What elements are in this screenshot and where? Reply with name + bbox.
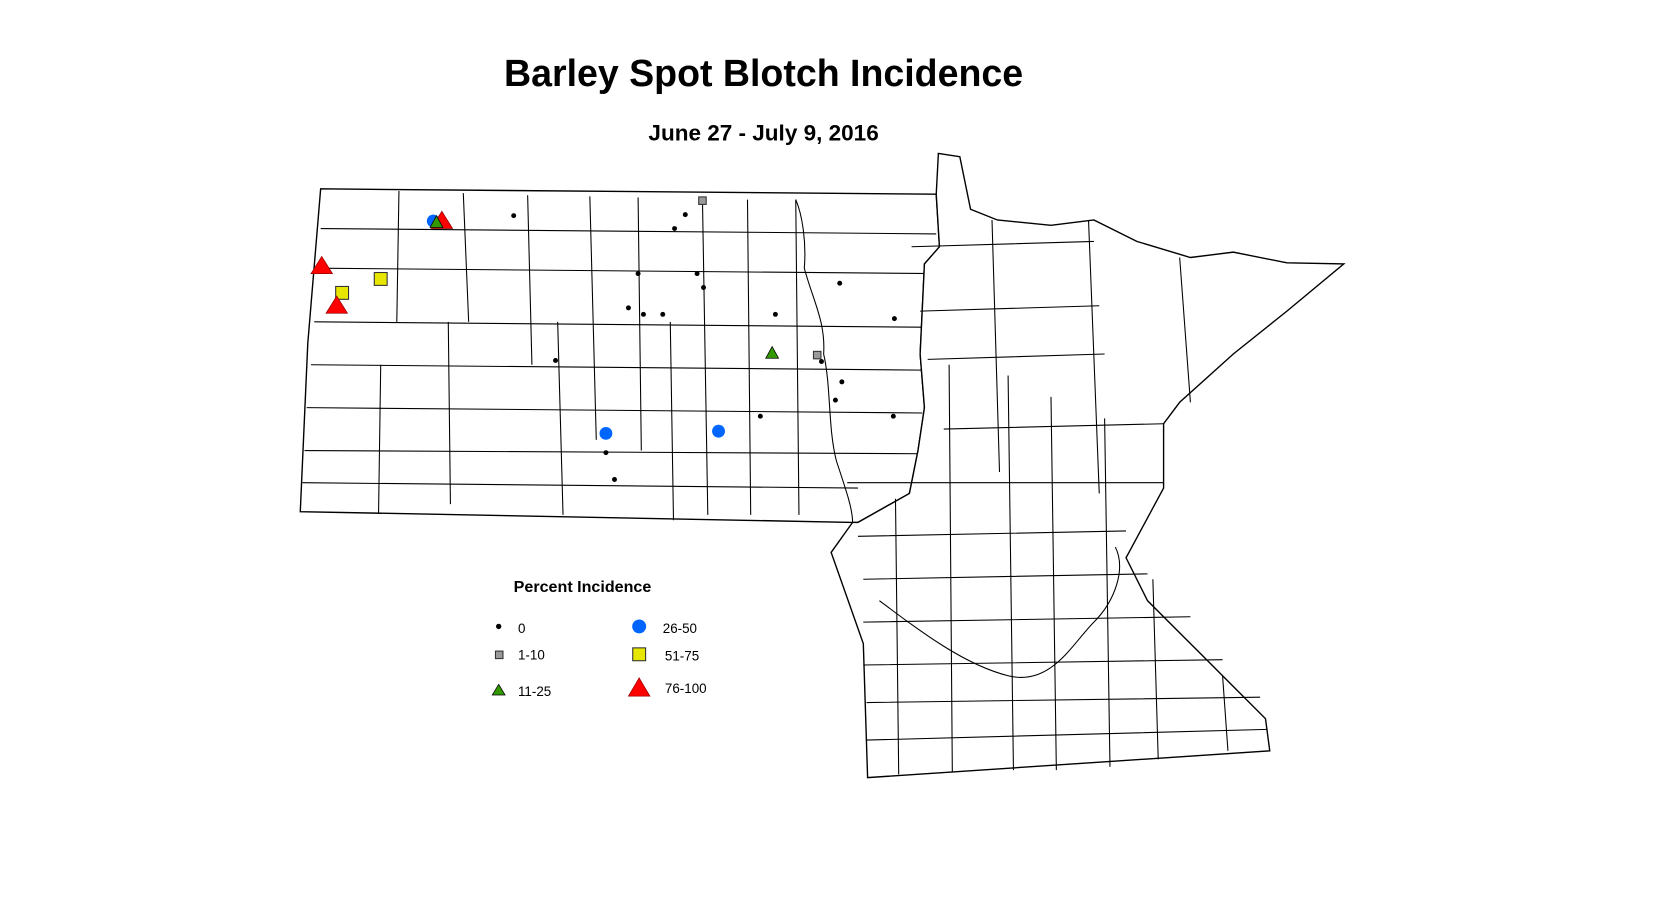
point-1-10 <box>698 196 707 205</box>
point-0 <box>553 357 558 363</box>
point-0 <box>832 397 838 403</box>
point-1-10 <box>812 350 822 360</box>
legend-label-51-75: 51-75 <box>665 649 699 664</box>
point-0 <box>694 271 700 277</box>
point-0 <box>635 271 641 277</box>
north-dakota <box>299 188 941 524</box>
point-0 <box>890 413 896 419</box>
minnesota <box>830 152 1346 779</box>
map-title: Barley Spot Blotch Incidence <box>504 52 1023 94</box>
legend-title: Percent Incidence <box>514 578 652 596</box>
point-51-75 <box>373 271 388 286</box>
point-0 <box>603 450 609 456</box>
legend-label-1-10: 1-10 <box>518 648 545 663</box>
point-0 <box>701 285 706 290</box>
legend: Percent Incidence 0 1-10 11-25 26-50 51-… <box>491 578 707 699</box>
legend-symbol-11-25 <box>491 683 506 696</box>
point-0 <box>682 212 688 218</box>
point-26-50 <box>599 426 613 440</box>
point-11-25 <box>429 214 444 228</box>
legend-symbol-0 <box>496 623 502 630</box>
legend-label-76-100: 76-100 <box>665 681 707 696</box>
legend-symbol-51-75 <box>632 647 647 662</box>
point-0 <box>640 311 646 317</box>
observation-points <box>310 196 897 482</box>
legend-symbol-76-100 <box>627 677 651 697</box>
point-0 <box>839 379 845 385</box>
point-11-25 <box>765 345 780 359</box>
point-0 <box>625 305 631 311</box>
legend-symbol-26-50 <box>632 619 647 634</box>
point-26-50 <box>712 424 725 438</box>
point-76-100 <box>325 295 349 314</box>
legend-label-11-25: 11-25 <box>518 684 551 699</box>
point-0 <box>837 280 843 286</box>
map-subtitle: June 27 - July 9, 2016 <box>648 121 878 146</box>
point-0 <box>772 311 778 317</box>
point-0 <box>660 311 666 317</box>
point-0 <box>612 477 617 482</box>
point-0 <box>819 359 824 364</box>
point-0 <box>891 316 897 322</box>
point-76-100 <box>310 255 334 274</box>
point-51-75 <box>335 285 350 300</box>
legend-symbol-1-10 <box>494 650 504 660</box>
point-0 <box>757 413 763 419</box>
point-0 <box>511 213 517 219</box>
point-0 <box>672 226 678 232</box>
legend-label-26-50: 26-50 <box>663 621 697 636</box>
legend-label-0: 0 <box>518 621 525 636</box>
